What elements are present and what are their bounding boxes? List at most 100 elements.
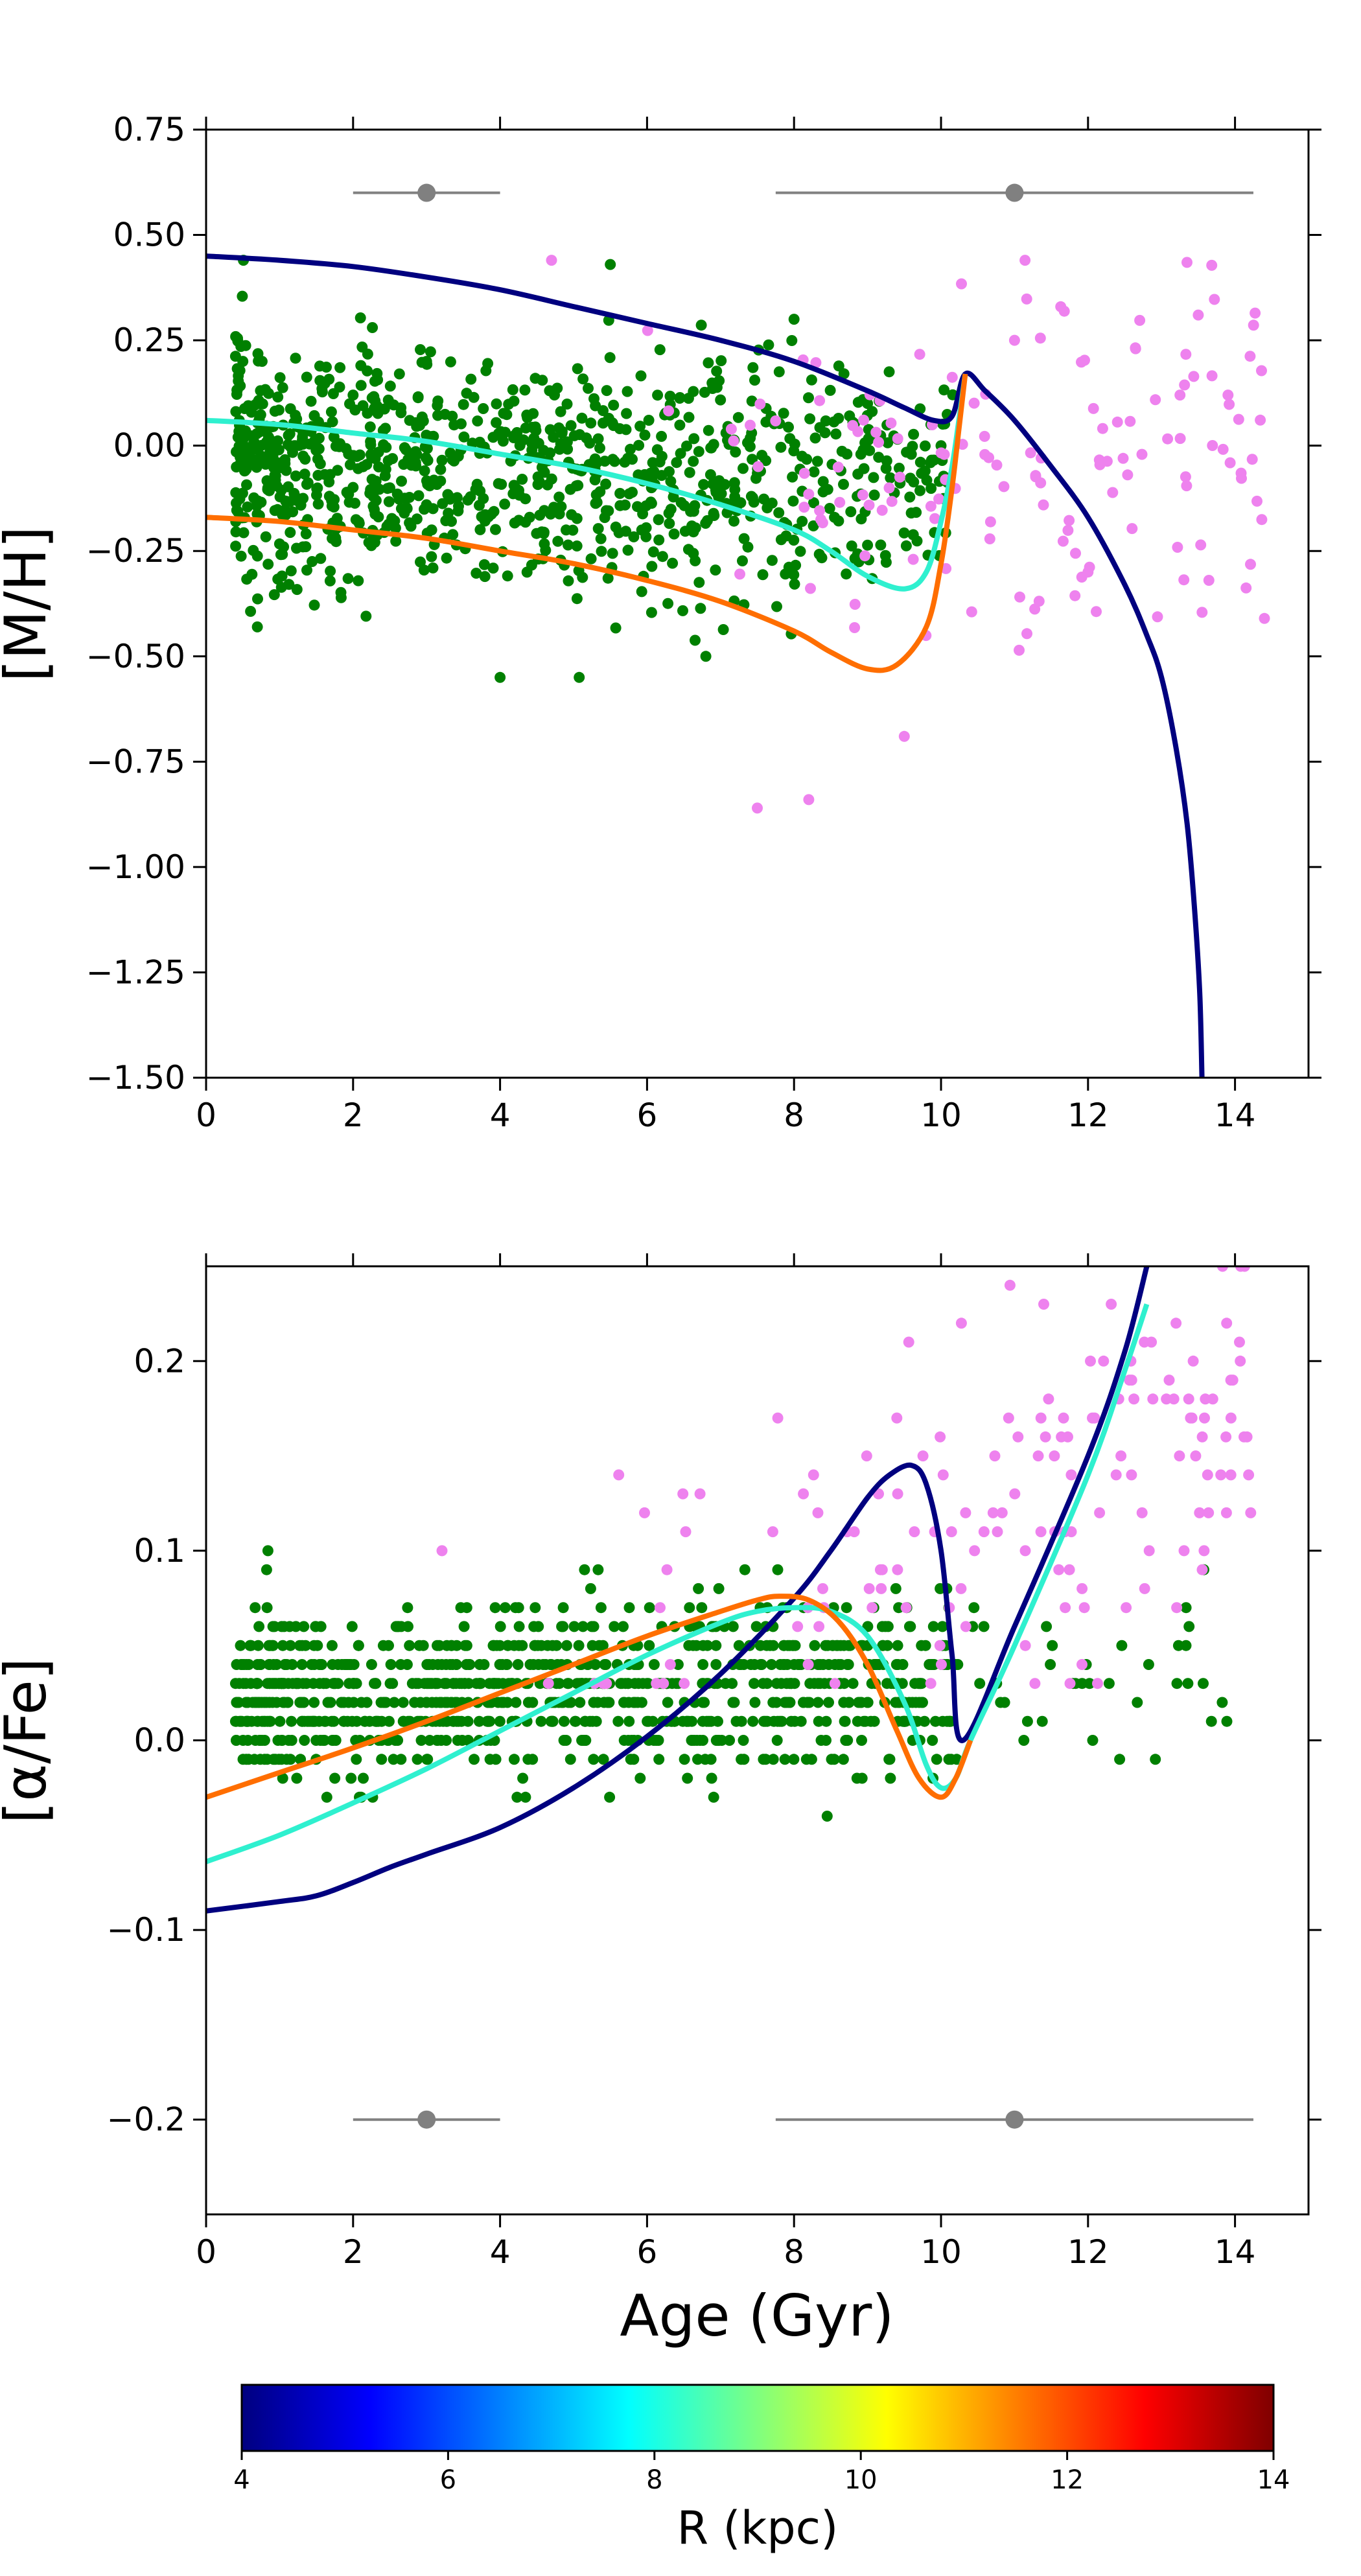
scatter-point (334, 441, 345, 452)
scatter-point (873, 437, 885, 448)
scatter-point (1098, 1355, 1110, 1367)
scatter-point (272, 391, 284, 403)
scatter-point (589, 474, 601, 485)
y-tick-label: −0.50 (86, 638, 185, 675)
scatter-point (694, 1488, 706, 1500)
scatter-point (876, 1621, 888, 1632)
scatter-point (483, 1715, 494, 1727)
scatter-point (834, 496, 846, 508)
scatter-point (681, 1715, 693, 1727)
scatter-point (1203, 575, 1215, 586)
top-frame (205, 128, 1310, 1079)
scatter-point (268, 1754, 279, 1765)
scatter-point (914, 485, 925, 496)
scatter-point (664, 518, 675, 529)
y-tick-label: −1.25 (86, 953, 185, 991)
scatter-point (704, 469, 716, 480)
scatter-point (532, 471, 544, 483)
scatter-point (1190, 1450, 1202, 1462)
scatter-point (1076, 1659, 1088, 1670)
scatter-point (858, 414, 870, 426)
scatter-point (876, 1583, 887, 1594)
scatter-point (453, 500, 464, 512)
scatter-point (1152, 611, 1163, 623)
scatter-point (644, 1602, 655, 1614)
scatter-point (656, 430, 668, 442)
scatter-point (690, 634, 701, 646)
scatter-point (863, 433, 874, 445)
scatter-point (1147, 1393, 1159, 1405)
scatter-point (469, 1754, 480, 1765)
scatter-point (585, 1583, 596, 1594)
scatter-point (388, 1697, 400, 1708)
scatter-point (910, 1697, 922, 1708)
scatter-point (359, 1715, 371, 1727)
scatter-point (500, 1602, 511, 1614)
scatter-point (784, 1697, 796, 1708)
scatter-point (520, 516, 531, 528)
scatter-point (417, 415, 429, 427)
scatter-point (252, 593, 263, 605)
scatter-point (701, 1715, 713, 1727)
scatter-point (1221, 1317, 1233, 1329)
scatter-point (1091, 606, 1102, 618)
scatter-point (459, 1640, 471, 1651)
scatter-point (852, 426, 864, 437)
scatter-point (440, 1697, 452, 1708)
scatter-point (607, 548, 618, 559)
scatter-point (892, 1488, 903, 1500)
scatter-point (489, 1602, 501, 1614)
scatter-point (291, 584, 303, 596)
scatter-point (285, 1640, 296, 1651)
scatter-point (259, 1735, 270, 1746)
scatter-point (483, 1678, 495, 1689)
scatter-point (361, 459, 373, 470)
scatter-point (747, 1715, 759, 1727)
scatter-point (350, 514, 362, 526)
scatter-point (1097, 423, 1108, 434)
scatter-point (699, 1754, 711, 1765)
scatter-point (1019, 255, 1031, 266)
scatter-point (1136, 448, 1148, 460)
scatter-point (762, 502, 773, 514)
scatter-point (1033, 596, 1045, 607)
scatter-point (281, 465, 292, 476)
scatter-point (447, 529, 459, 540)
scatter-point (904, 491, 916, 503)
scatter-point (308, 1697, 320, 1708)
scatter-point (494, 1621, 506, 1632)
scatter-point (517, 1772, 529, 1784)
scatter-point (395, 1754, 407, 1765)
colorbar-gradient (240, 2384, 1275, 2452)
scatter-point (518, 434, 529, 446)
scatter-point (833, 360, 844, 372)
scatter-point (592, 523, 604, 535)
scatter-point (1041, 1621, 1053, 1632)
scatter-point (757, 569, 769, 581)
scatter-point (812, 1507, 824, 1518)
scatter-point (440, 515, 452, 526)
bottom-panel: 0 2 4 6 8 10 12 14 0.2 0.1 0.0 −0.1 −0.2 [α/Fe] Age … (0, 1253, 1321, 2349)
scatter-point (458, 399, 469, 410)
scatter-point (812, 1659, 824, 1670)
scatter-point (357, 400, 369, 412)
scatter-point (693, 446, 704, 458)
scatter-point (1244, 351, 1256, 362)
scatter-point (634, 1772, 646, 1784)
scatter-point (749, 375, 760, 386)
scatter-point (588, 1621, 599, 1632)
scatter-point (416, 356, 428, 368)
scatter-point (494, 1715, 506, 1727)
scatter-point (881, 1678, 893, 1689)
scatter-point (787, 495, 799, 507)
scatter-point (1174, 433, 1186, 445)
scatter-point (903, 1621, 915, 1632)
scatter-point (935, 447, 947, 459)
scatter-point (758, 1715, 770, 1727)
scatter-point (1076, 572, 1088, 583)
x-tick-label: 12 (1067, 2233, 1109, 2271)
scatter-point (933, 493, 945, 505)
scatter-point (471, 568, 482, 579)
scatter-point (828, 416, 840, 428)
scatter-point (309, 1715, 321, 1727)
